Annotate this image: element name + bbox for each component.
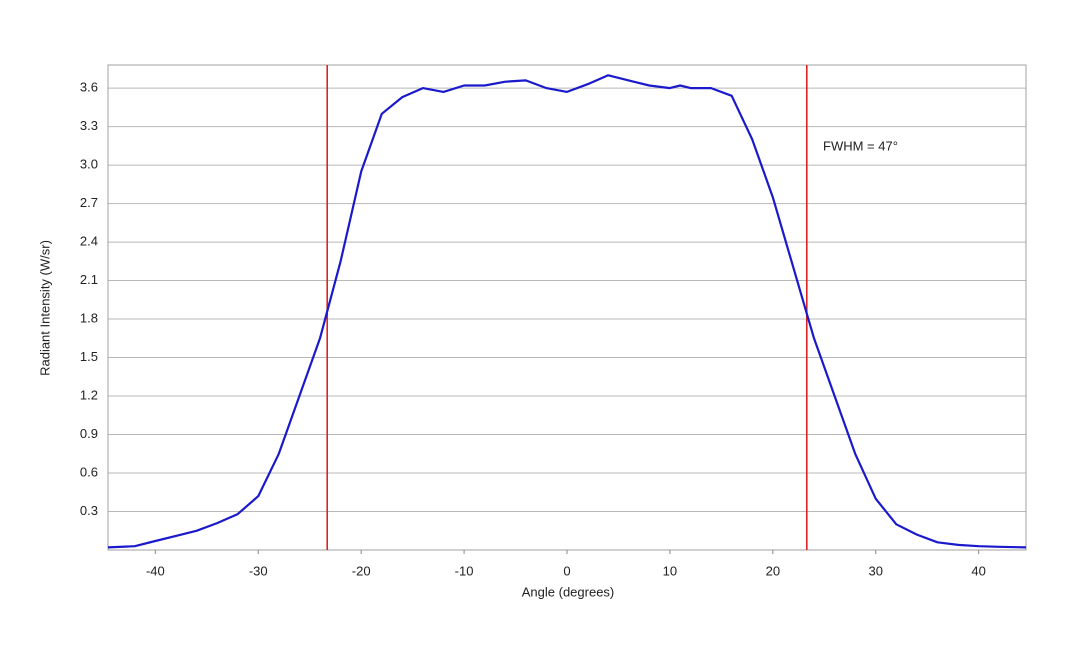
x-tick-label: 40 — [971, 563, 985, 578]
y-tick-label: 2.4 — [80, 234, 98, 249]
data-line — [107, 74, 1027, 549]
y-tick-label: 2.1 — [80, 272, 98, 287]
y-tick-label: 1.5 — [80, 349, 98, 364]
y-tick-label: 1.2 — [80, 387, 98, 402]
x-tick-label: 0 — [563, 563, 570, 578]
x-tick-label: -20 — [352, 563, 371, 578]
y-tick-label: 3.3 — [80, 118, 98, 133]
y-tick-label: 3.0 — [80, 157, 98, 172]
x-tick-label: 20 — [766, 563, 780, 578]
x-tick-label: 30 — [869, 563, 883, 578]
x-axis-label: Angle (degrees) — [522, 584, 615, 599]
y-axis-label: Radiant Intensity (W/sr) — [37, 240, 52, 376]
y-tick-label: 0.9 — [80, 426, 98, 441]
y-tick-label: 0.6 — [80, 464, 98, 479]
y-tick-label: 2.7 — [80, 195, 98, 210]
y-tick-label: 3.6 — [80, 80, 98, 95]
x-tick-label: -30 — [249, 563, 268, 578]
x-tick-label: -40 — [146, 563, 165, 578]
x-tick-label: -10 — [455, 563, 474, 578]
y-tick-label: 1.8 — [80, 310, 98, 325]
y-tick-label: 0.3 — [80, 503, 98, 518]
x-tick-label: 10 — [663, 563, 677, 578]
annotation: FWHM = 47° — [823, 138, 898, 153]
